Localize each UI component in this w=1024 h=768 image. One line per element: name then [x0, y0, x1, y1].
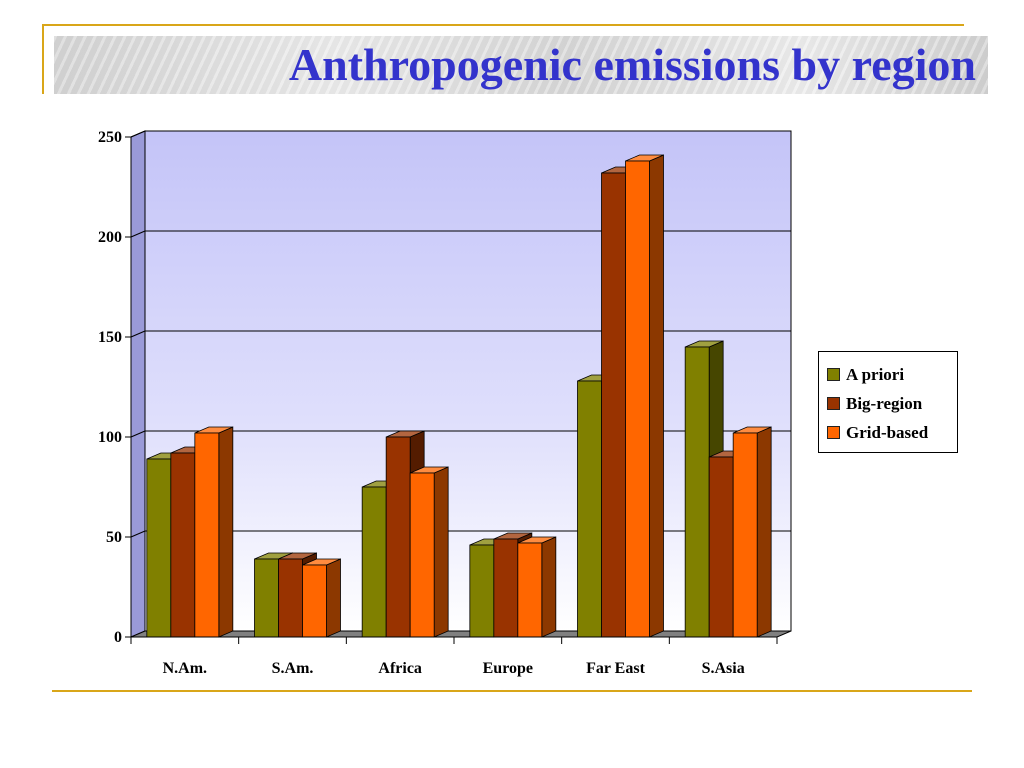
bar-s-asia-big-region — [708, 456, 734, 638]
bar-n-am-a-priori — [146, 458, 172, 638]
y-tick-label: 150 — [98, 329, 122, 346]
y-tick-label: 0 — [114, 629, 122, 646]
gridline-side-50 — [130, 530, 146, 538]
y-tick-label: 250 — [98, 129, 122, 146]
legend-item-grid-based: Grid-based — [827, 418, 957, 447]
bar-s-am-big-region — [278, 558, 303, 638]
footer-rule — [52, 690, 972, 692]
bar-europe-a-priori — [469, 544, 495, 638]
bar-s-asia-a-priori — [684, 346, 710, 638]
bar-europe-grid-based-side — [541, 536, 557, 638]
bar-europe-big-region — [493, 538, 519, 638]
bar-europe-grid-based — [517, 542, 543, 638]
bar-far-east-grid-based-side — [649, 154, 664, 638]
y-tick-label: 100 — [98, 429, 122, 446]
x-tick-label-europe: Europe — [483, 660, 533, 677]
legend-label-grid-based: Grid-based — [846, 422, 929, 442]
legend-swatch-grid-based — [827, 426, 840, 439]
bar-n-am-grid-based — [194, 432, 220, 638]
gridline-side-200 — [130, 230, 146, 238]
chart-legend: A priori Big-region Grid-based — [818, 351, 958, 453]
legend-item-big-region: Big-region — [827, 389, 957, 418]
bar-far-east-big-region — [601, 172, 626, 638]
bar-africa-a-priori — [361, 486, 387, 638]
x-tick-label-s-am: S.Am. — [272, 660, 314, 677]
bar-s-am-grid-based-side — [326, 558, 341, 638]
chart-back-wall — [144, 130, 792, 632]
bar-n-am-grid-based-side — [218, 426, 234, 638]
bar-far-east-grid-based — [625, 160, 650, 638]
legend-swatch-big-region — [827, 397, 840, 410]
bar-africa-big-region — [385, 436, 411, 638]
title-band — [54, 36, 988, 94]
bar-s-asia-grid-based — [732, 432, 758, 638]
x-tick-label-africa: Africa — [378, 660, 422, 677]
bar-far-east-a-priori — [577, 380, 602, 638]
bar-n-am-big-region — [170, 452, 196, 638]
bar-s-am-a-priori — [254, 558, 279, 638]
slide-title: Anthropogenic emissions by region — [288, 39, 976, 90]
legend-label-big-region: Big-region — [846, 393, 923, 413]
frame-top-rule — [42, 24, 964, 26]
legend-swatch-a-priori — [827, 368, 840, 381]
y-tick-label: 50 — [106, 529, 122, 546]
gridline-side-150 — [130, 330, 146, 338]
x-tick-label-far-east: Far East — [586, 660, 645, 677]
x-tick-label-s-asia: S.Asia — [702, 660, 745, 677]
legend-item-a-priori: A priori — [827, 360, 957, 389]
legend-label-a-priori: A priori — [846, 364, 905, 384]
bar-s-asia-grid-based-side — [756, 426, 772, 638]
x-tick-label-n-am: N.Am. — [163, 660, 207, 677]
frame-left-rule — [42, 24, 44, 94]
y-tick-label: 200 — [98, 229, 122, 246]
chart-side-wall — [130, 130, 146, 638]
bar-s-am-grid-based — [302, 564, 327, 638]
bar-africa-grid-based — [409, 472, 435, 638]
bar-africa-grid-based-side — [433, 466, 449, 638]
gridline-side-100 — [130, 430, 146, 438]
gridline-side-250 — [130, 130, 146, 138]
